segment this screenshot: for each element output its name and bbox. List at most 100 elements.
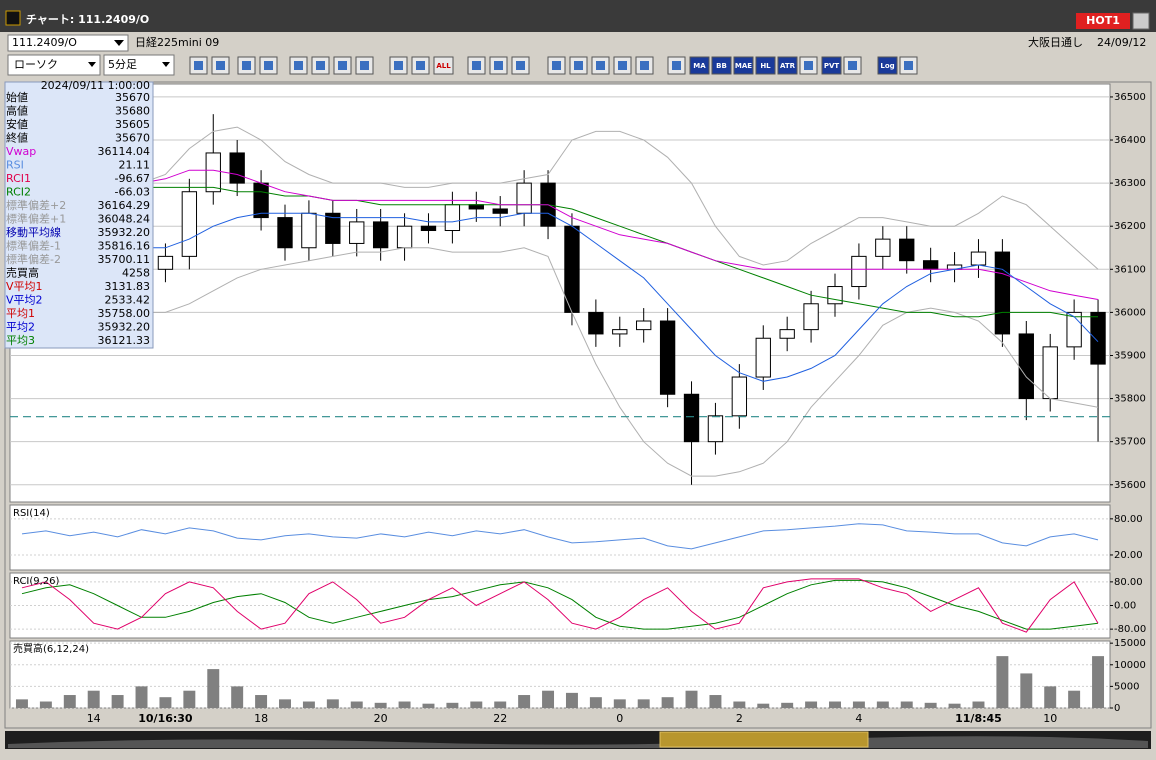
- candle-body: [157, 255, 174, 270]
- icon-glyph: [904, 61, 913, 70]
- dropdown-arrow: [162, 62, 170, 67]
- candle-body: [181, 191, 198, 257]
- y-tick-label: 20.00: [1114, 550, 1143, 561]
- candle-body: [875, 238, 891, 257]
- candle-body: [1090, 311, 1106, 365]
- volume-bar: [924, 702, 937, 708]
- toolbar-button-label: BB: [716, 62, 727, 70]
- toolbar-button[interactable]: [733, 56, 754, 75]
- volume-bar: [805, 701, 818, 708]
- dropdown-arrow: [114, 40, 124, 46]
- volume-bar: [1092, 656, 1105, 708]
- x-tick-label: 10/16:30: [138, 712, 193, 725]
- volume-bar: [183, 690, 196, 708]
- info-value: 35670: [115, 132, 150, 145]
- x-tick-label: 11/8:45: [955, 712, 1002, 725]
- icon-glyph: [416, 61, 425, 70]
- volume-bar: [279, 699, 291, 708]
- panel-title: 売買高(6,12,24): [13, 642, 89, 655]
- plot-background: [9, 504, 1111, 571]
- close-button[interactable]: [1132, 12, 1150, 30]
- toolbar-button-label: HL: [760, 62, 771, 70]
- icon-glyph: [848, 61, 857, 70]
- icon-glyph: [242, 61, 251, 70]
- y-tick-label: 35900: [1114, 350, 1146, 361]
- toolbar-button[interactable]: [877, 56, 898, 75]
- info-label: RCI2: [6, 186, 31, 199]
- toolbar-button-label: MA: [693, 62, 706, 70]
- volume-bar: [589, 697, 602, 708]
- hot-badge[interactable]: [1076, 13, 1130, 29]
- info-label: 終値: [6, 131, 28, 145]
- y-tick-label: 0: [1114, 703, 1120, 714]
- volume-bar: [565, 692, 578, 708]
- candle-body: [636, 320, 652, 331]
- y-tick-label: 35600: [1114, 480, 1146, 491]
- info-label: 標準偏差+1: [6, 212, 66, 226]
- candle-body: [970, 251, 987, 266]
- volume-bar: [876, 701, 889, 708]
- toolbar-button[interactable]: [777, 56, 798, 75]
- icon-glyph: [804, 61, 813, 70]
- volume-bar: [111, 695, 124, 708]
- y-tick-label: 36300: [1114, 178, 1146, 189]
- icon-glyph: [596, 61, 605, 70]
- volume-bar: [135, 686, 148, 708]
- symbol-input[interactable]: [7, 34, 129, 52]
- volume-bar: [494, 701, 507, 708]
- y-tick-label: 36000: [1114, 307, 1146, 318]
- app-icon: [5, 10, 21, 26]
- toolbar-button-label: ALL: [436, 62, 451, 70]
- info-value: 35680: [115, 105, 150, 118]
- info-label: 移動平均線: [6, 225, 61, 239]
- toolbar-button[interactable]: [821, 56, 842, 75]
- icon-glyph: [316, 61, 325, 70]
- volume-bar: [374, 702, 387, 708]
- volume-bar: [207, 669, 220, 708]
- symbol: 111.2409/O: [12, 36, 77, 49]
- volume-bar: [470, 701, 483, 708]
- icon-glyph: [394, 61, 403, 70]
- candle-body: [1042, 346, 1058, 400]
- title-bar: [0, 0, 1156, 32]
- toolbar-button[interactable]: [755, 56, 776, 75]
- info-value: 35700.11: [98, 253, 151, 266]
- info-value: -96.67: [115, 172, 150, 185]
- candle-body: [922, 260, 939, 270]
- panel-title: RCI(9,26): [13, 576, 60, 587]
- volume-bar: [972, 701, 985, 708]
- info-value: 2533.42: [105, 294, 151, 307]
- volume-bar: [1020, 673, 1033, 708]
- icon-glyph: [552, 61, 561, 70]
- toolbar-button[interactable]: [711, 56, 732, 75]
- toolbar-button[interactable]: [689, 56, 710, 75]
- candle-body: [372, 221, 389, 249]
- interval-select[interactable]: [103, 54, 175, 76]
- chart-type-select[interactable]: [7, 54, 101, 76]
- toolbar-button[interactable]: [433, 56, 454, 75]
- plot-background: [9, 83, 1111, 503]
- icon-glyph: [574, 61, 583, 70]
- volume-bar: [255, 695, 268, 708]
- volume-bar: [996, 656, 1009, 708]
- candle-body: [659, 320, 676, 395]
- series-line: [21, 579, 1099, 630]
- candle-body: [468, 204, 484, 210]
- volume-bar: [852, 701, 865, 708]
- volume-bar: [63, 695, 76, 708]
- y-tick-label: 0.00: [1114, 601, 1136, 612]
- candle-body: [444, 204, 461, 232]
- volume-bar: [326, 699, 339, 708]
- candle-body: [994, 251, 1011, 335]
- info-panel-bg: [4, 81, 154, 349]
- overlay-line: [22, 186, 1098, 318]
- icon-glyph: [494, 61, 503, 70]
- info-label: 平均1: [6, 307, 35, 320]
- volume-bar: [900, 701, 913, 708]
- candle-body: [492, 208, 508, 214]
- x-tick-label: 4: [855, 712, 862, 725]
- scroll-thumb[interactable]: [659, 731, 869, 748]
- info-label: RCI1: [6, 172, 31, 185]
- info-label: 標準偏差-1: [6, 239, 61, 253]
- candle-body: [420, 225, 437, 232]
